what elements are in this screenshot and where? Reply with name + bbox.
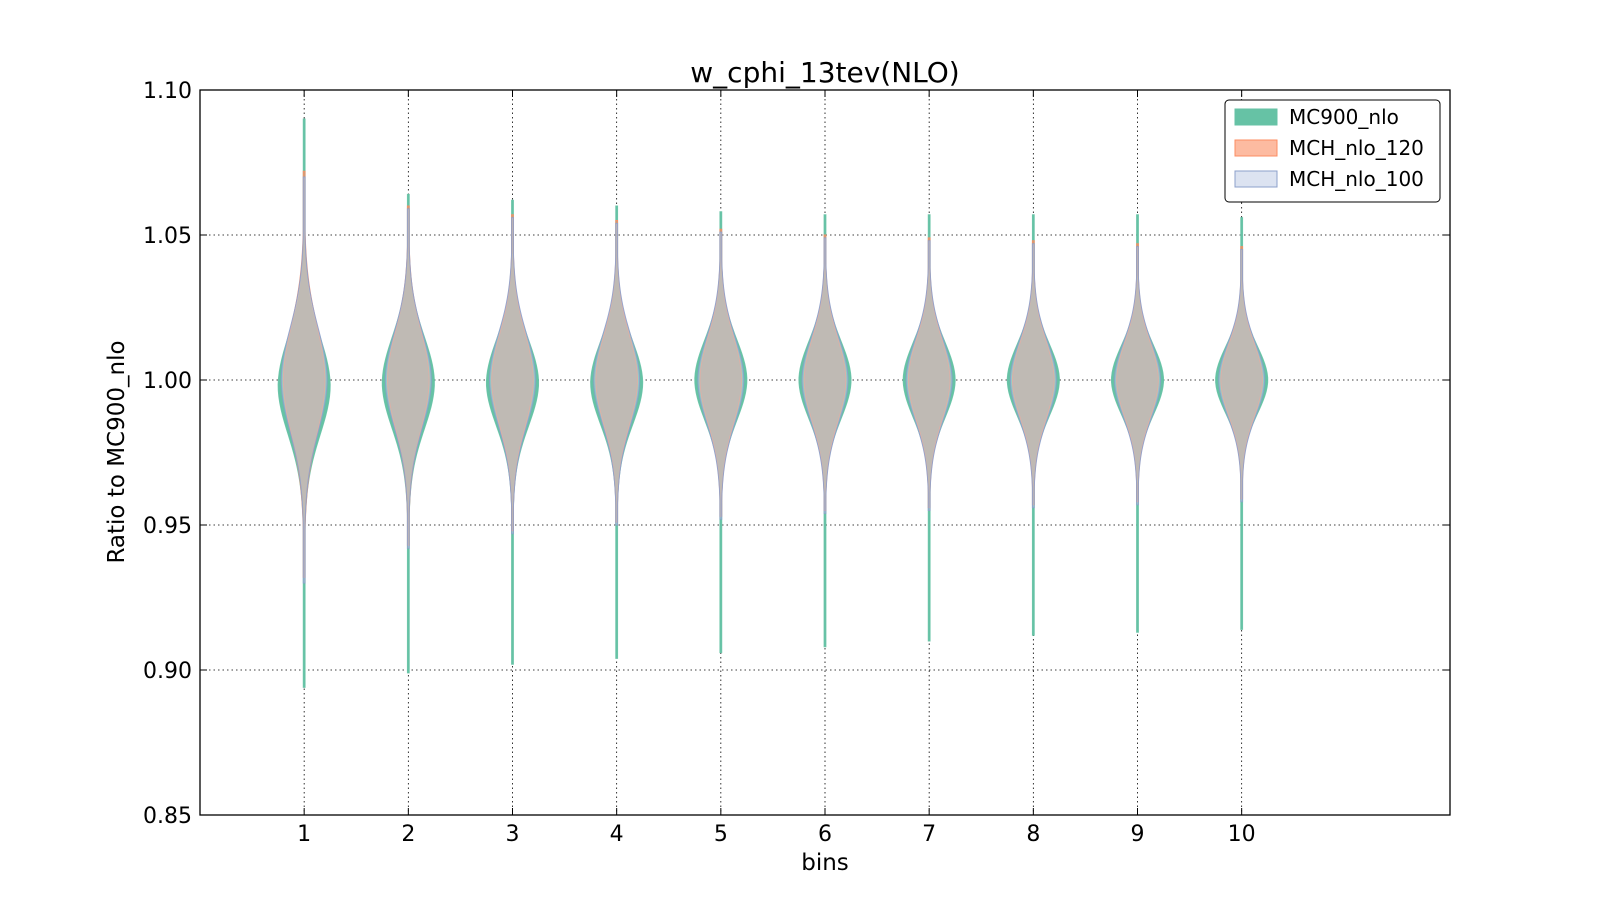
x-tick-label: 4 <box>610 822 624 847</box>
violin-MCH_nlo_100-bin-1 <box>280 176 328 584</box>
legend-swatch <box>1234 139 1278 157</box>
x-tick-label: 9 <box>1131 822 1145 847</box>
violin-MCH_nlo_100-bin-4 <box>593 222 641 526</box>
legend-swatch <box>1234 108 1278 126</box>
y-tick-label: 0.95 <box>143 514 192 539</box>
legend: MC900_nlo MCH_nlo_120 MCH_nlo_100 <box>1224 99 1441 203</box>
y-tick-label: 1.10 <box>143 79 192 104</box>
series-MCH_nlo_100 <box>280 176 1266 584</box>
violin-MCH_nlo_100-bin-10 <box>1218 249 1266 503</box>
y-tick-label: 0.85 <box>143 804 192 829</box>
y-tick-label: 1.05 <box>143 224 192 249</box>
x-tick-label: 7 <box>922 822 936 847</box>
chart-title: w_cphi_13tev(NLO) <box>690 56 959 89</box>
x-tick-label: 1 <box>297 822 311 847</box>
x-axis-title: bins <box>801 850 849 876</box>
violin-MCH_nlo_100-bin-6 <box>801 237 849 514</box>
x-tick-label: 6 <box>818 822 832 847</box>
x-tick-label: 10 <box>1228 822 1256 847</box>
violin-MCH_nlo_100-bin-9 <box>1114 246 1161 506</box>
violin-MCH_nlo_100-bin-8 <box>1009 243 1057 509</box>
violin-MCH_nlo_100-bin-7 <box>905 240 953 511</box>
x-tick-label: 5 <box>714 822 728 847</box>
legend-swatch <box>1234 170 1278 188</box>
violin-MCH_nlo_100-bin-2 <box>384 208 432 549</box>
violins <box>277 118 1269 688</box>
y-tick-label: 1.00 <box>143 369 192 394</box>
y-tick-label: 0.90 <box>143 659 192 684</box>
violin-MCH_nlo_100-bin-3 <box>489 217 536 535</box>
ticks: 1 2 3 4 5 6 7 8 9 10 0.85 0.90 0.95 1.00 1.05 1.10 <box>143 79 1450 847</box>
legend-label: MCH_nlo_100 <box>1289 167 1424 191</box>
legend-label: MC900_nlo <box>1289 105 1399 129</box>
legend-label: MCH_nlo_120 <box>1289 136 1424 160</box>
violin-MCH_nlo_100-bin-5 <box>697 231 745 520</box>
x-tick-label: 3 <box>506 822 520 847</box>
y-axis-title: Ratio to MC900_nlo <box>104 340 130 563</box>
x-tick-label: 8 <box>1026 822 1040 847</box>
legend-frame <box>1224 99 1441 203</box>
x-tick-label: 2 <box>401 822 415 847</box>
